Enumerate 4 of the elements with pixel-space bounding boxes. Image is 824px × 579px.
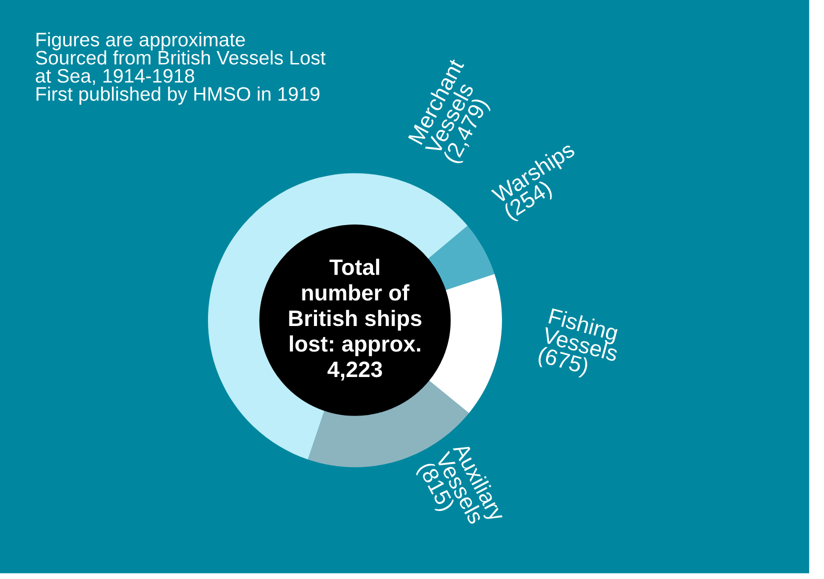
text: Figures are approximate Sourced from British Vessels Lost at Sea, 1914-1918 First published by HMSO in 1919 xyxy=(36,32,326,105)
donut-slice xyxy=(428,226,495,290)
donut-slice xyxy=(428,274,502,414)
text: Total number of British ships lost: approx. 4,223 xyxy=(289,258,422,380)
